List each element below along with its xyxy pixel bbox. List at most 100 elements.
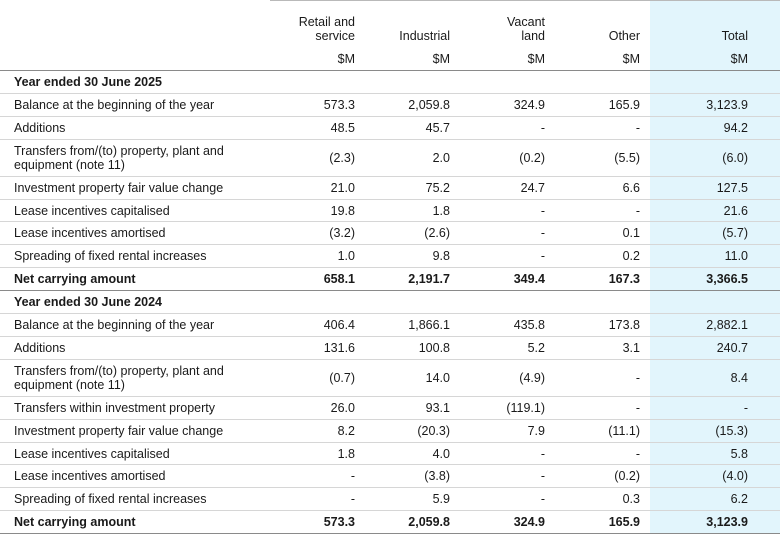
cell-value-text: - [540, 492, 545, 507]
cell-value-text: 94.2 [723, 120, 748, 135]
cell-value: 0.2 [555, 244, 650, 269]
cell-value-text: (119.1) [506, 400, 545, 415]
header-blank [0, 47, 270, 71]
cell-value-text: 45.7 [425, 120, 450, 135]
cell-value-text: 93.1 [425, 400, 450, 415]
cell-value: 2,191.7 [365, 267, 460, 292]
row-label: Spreading of fixed rental increases [0, 487, 270, 512]
cell-value: - [460, 244, 555, 269]
cell-value: 131.6 [270, 336, 365, 360]
cell-value: (3.2) [270, 221, 365, 246]
cell-value: 100.8 [365, 336, 460, 360]
section-title-text: Year ended 30 June 2024 [14, 295, 163, 310]
cell-value-text: (3.8) [424, 469, 450, 484]
section-blank [270, 290, 365, 315]
cell-value: 8.2 [270, 419, 365, 443]
cell-value-text: 406.4 [323, 317, 355, 332]
cell-value-text: - [635, 400, 640, 415]
section-row: Year ended 30 June 2024 [0, 290, 780, 315]
cell-value-text: - [635, 370, 640, 385]
row-label-text: Lease incentives amortised [14, 469, 166, 484]
cell-value-text: 131.6 [323, 340, 355, 355]
section-blank [555, 290, 650, 315]
cell-value: 5.9 [365, 487, 460, 512]
row-label: Lease incentives amortised [0, 464, 270, 489]
cell-value: 8.4 [650, 359, 780, 397]
cell-value: 5.2 [460, 336, 555, 360]
cell-value: (11.1) [555, 419, 650, 443]
cell-value-text: (3.2) [329, 226, 355, 241]
cell-value-text: 2,059.8 [408, 515, 450, 530]
cell-value: - [555, 359, 650, 397]
cell-value: 658.1 [270, 267, 365, 292]
cell-value-text: - [540, 203, 545, 218]
cell-value: 45.7 [365, 116, 460, 140]
cell-value: - [555, 116, 650, 140]
cell-value-text: - [540, 249, 545, 264]
cell-value-text: 3,123.9 [706, 515, 748, 530]
section-blank [650, 70, 780, 94]
row-label: Additions [0, 336, 270, 360]
section-blank [460, 70, 555, 94]
data-row: Transfers from/(to) property, plant and … [0, 139, 780, 177]
row-label: Transfers from/(to) property, plant and … [0, 359, 270, 397]
cell-value-text: 573.3 [323, 515, 355, 530]
cell-value: 2.0 [365, 139, 460, 177]
cell-value-text: (0.2) [614, 469, 640, 484]
section-blank [555, 70, 650, 94]
cell-value-text: 165.9 [608, 97, 640, 112]
column-unit: $M [460, 47, 555, 71]
data-row: Additions 48.5 45.7 - - 94.2 [0, 116, 780, 140]
row-label-text: Transfers within investment property [14, 400, 216, 415]
cell-value-text: 1.8 [337, 446, 355, 461]
cell-value-text: (6.0) [722, 150, 748, 165]
section-title: Year ended 30 June 2024 [0, 290, 270, 315]
section-title-text: Year ended 30 June 2025 [14, 74, 163, 89]
cell-value-text: - [540, 120, 545, 135]
row-label-text: Additions [14, 120, 66, 135]
cell-value: (15.3) [650, 419, 780, 443]
cell-value: 406.4 [270, 313, 365, 337]
data-row: Balance at the beginning of the year 573.… [0, 93, 780, 117]
data-row: Investment property fair value change 8.2… [0, 419, 780, 443]
cell-value-text: 5.9 [432, 492, 450, 507]
row-label: Investment property fair value change [0, 419, 270, 443]
row-label: Additions [0, 116, 270, 140]
cell-value-text: 0.1 [622, 226, 640, 241]
cell-value: 3,123.9 [650, 93, 780, 117]
column-unit: $M [365, 47, 460, 71]
total-row: Net carrying amount 658.1 2,191.7 349.4 167.… [0, 267, 780, 292]
row-label: Transfers from/(to) property, plant and … [0, 139, 270, 177]
row-label: Lease incentives capitalised [0, 442, 270, 466]
row-label-text: Spreading of fixed rental increases [14, 249, 207, 264]
cell-value: 2,059.8 [365, 510, 460, 534]
row-label-text: Transfers from/(to) property, plant and … [14, 363, 224, 392]
cell-value-text: (5.5) [614, 150, 640, 165]
cell-value: 7.9 [460, 419, 555, 443]
column-unit-text: $M [730, 51, 748, 66]
column-unit-text: $M [432, 51, 450, 66]
cell-value: 4.0 [365, 442, 460, 466]
cell-value-text: 3,366.5 [706, 272, 748, 287]
cell-value: (4.0) [650, 464, 780, 489]
cell-value-text: - [635, 203, 640, 218]
column-unit-text: $M [337, 51, 355, 66]
row-label: Transfers within investment property [0, 396, 270, 420]
row-label-text: Balance at the beginning of the year [14, 97, 215, 112]
cell-value-text: (0.7) [329, 370, 355, 385]
cell-value: 0.3 [555, 487, 650, 512]
cell-value-text: - [635, 120, 640, 135]
cell-value-text: (0.2) [519, 150, 545, 165]
cell-value-text: 4.0 [432, 446, 450, 461]
column-unit-text: $M [622, 51, 640, 66]
total-row: Net carrying amount 573.3 2,059.8 324.9 165.… [0, 510, 780, 534]
cell-value-text: 167.3 [608, 272, 640, 287]
cell-value: (0.7) [270, 359, 365, 397]
column-title: Vacant land [460, 0, 555, 47]
column-unit: $M [270, 47, 365, 71]
cell-value-text: (4.0) [722, 469, 748, 484]
cell-value: (4.9) [460, 359, 555, 397]
cell-value: - [555, 442, 650, 466]
row-label: Spreading of fixed rental increases [0, 244, 270, 269]
